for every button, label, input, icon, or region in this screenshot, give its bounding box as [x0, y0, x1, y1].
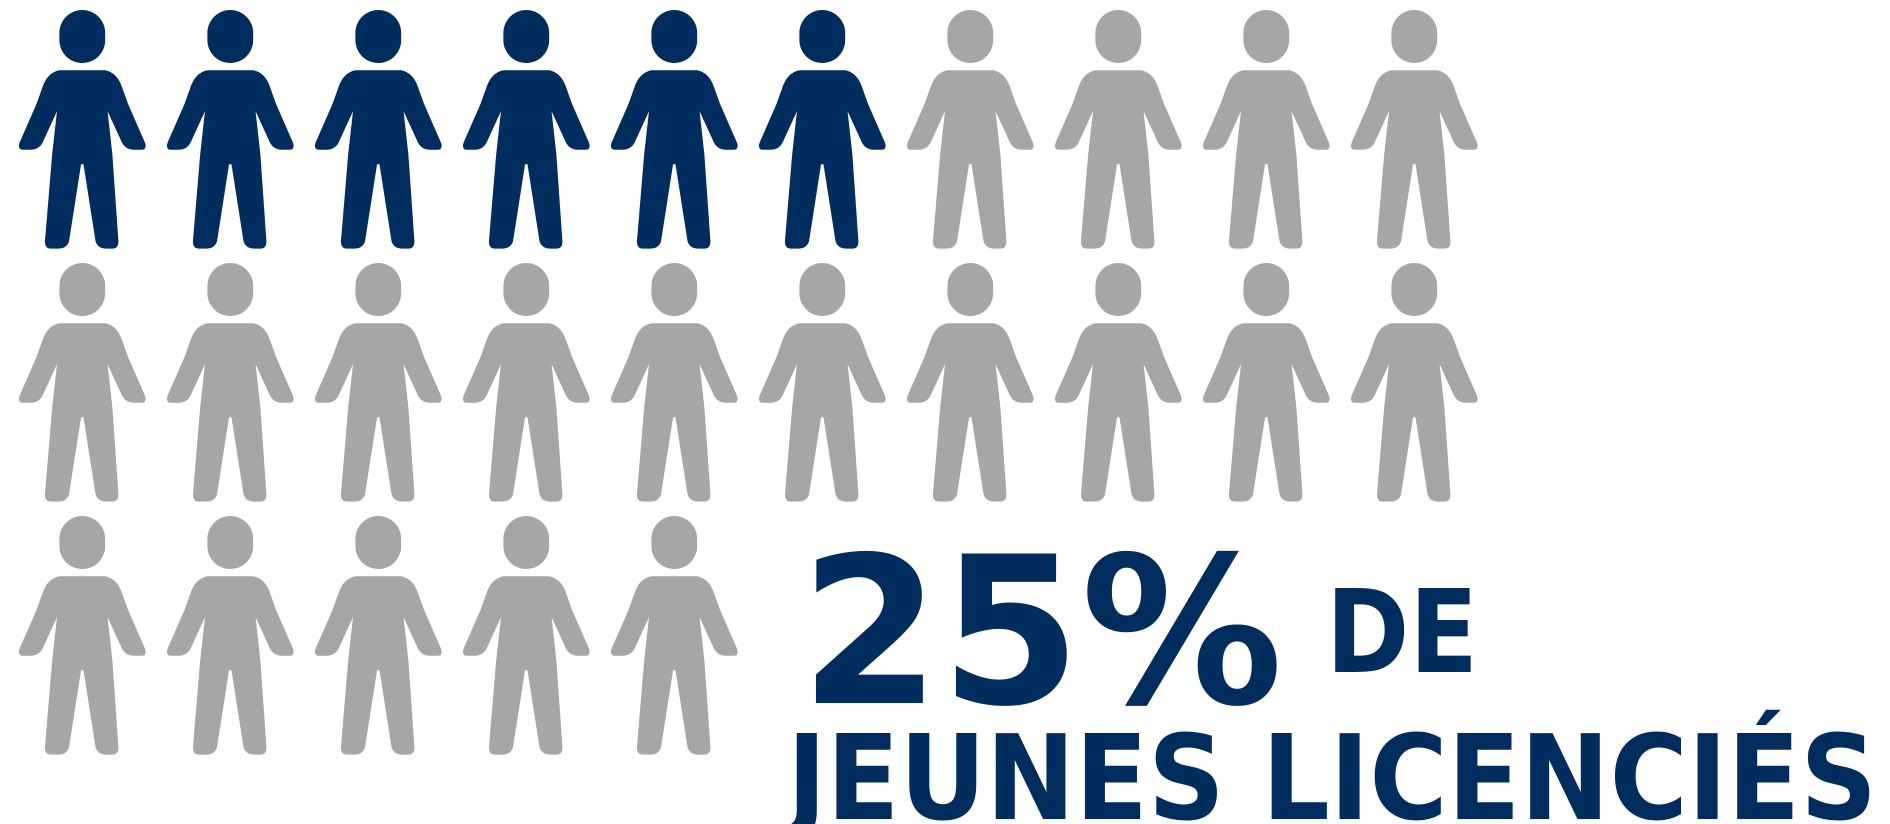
person-icon [1054, 10, 1182, 249]
person-icon [906, 10, 1034, 249]
person-icon-highlighted [18, 10, 146, 249]
person-icon [18, 516, 146, 755]
person-icon [1350, 10, 1478, 249]
person-icon [610, 516, 738, 755]
person-icon [610, 263, 738, 502]
person-icon-highlighted [462, 10, 590, 249]
person-icon [314, 516, 442, 755]
person-icon [166, 516, 294, 755]
person-icon [1350, 263, 1478, 502]
person-icon-highlighted [610, 10, 738, 249]
person-icon-highlighted [166, 10, 294, 249]
percent-value: 25% [800, 514, 1283, 752]
subtitle: JEUNES LICENCIÉS [781, 709, 1877, 824]
person-icon [314, 263, 442, 502]
person-icon [166, 263, 294, 502]
person-icon [462, 516, 590, 755]
person-icon [1202, 263, 1330, 502]
person-icon [462, 263, 590, 502]
person-icon [1054, 263, 1182, 502]
label: DE [1326, 566, 1478, 700]
person-icon [906, 263, 1034, 502]
person-icon-highlighted [314, 10, 442, 249]
person-icon [1202, 10, 1330, 249]
person-icon [758, 263, 886, 502]
person-icon-highlighted [758, 10, 886, 249]
person-icon [18, 263, 146, 502]
